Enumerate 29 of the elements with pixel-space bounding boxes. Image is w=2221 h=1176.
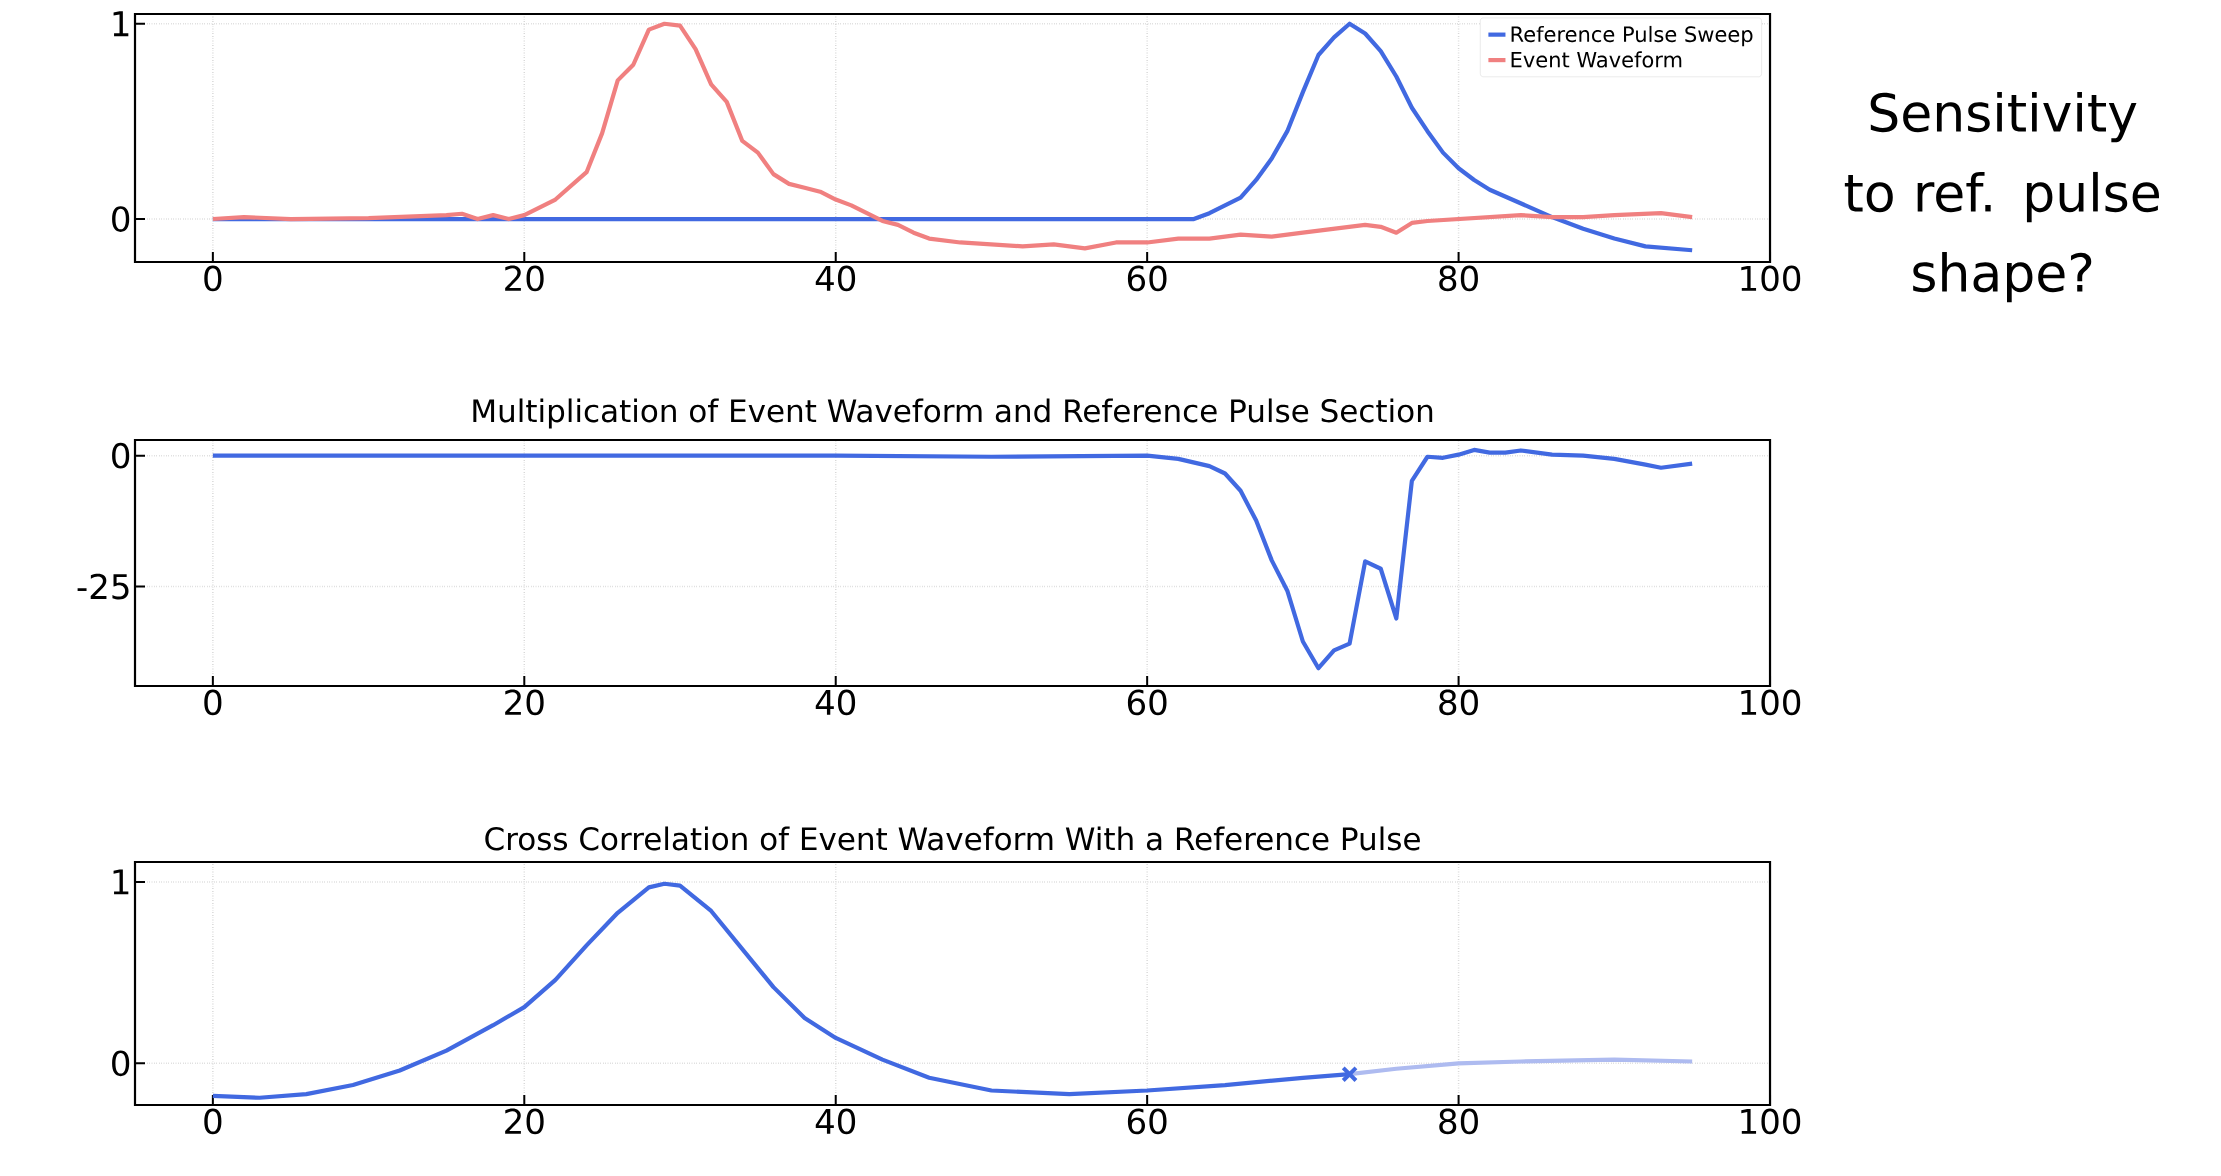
y-tick-label: 1 [113, 11, 129, 37]
x-tick-label: 20 [505, 1108, 544, 1135]
x-tick-label: 40 [815, 689, 856, 716]
x-tick-label: 20 [505, 265, 544, 292]
x-tick-label: 20 [505, 689, 544, 716]
y-tick-label: 0 [112, 442, 130, 469]
x-tick-label: 0 [204, 1108, 222, 1135]
text: Sensitivity to ref. pulse shape? [1844, 91, 2159, 303]
x-tick-label: 40 [815, 1108, 856, 1135]
x-tick-label: 100 [1741, 1108, 1801, 1135]
y-tick-label: 1 [113, 869, 129, 895]
x-tick-label: 60 [1127, 1108, 1167, 1135]
legend-label: Event Waveform [1511, 51, 1682, 68]
chart-title: Cross Correlation of Event Waveform With a Reference Pulse [485, 826, 1420, 851]
x-tick-label: 100 [1741, 265, 1801, 292]
y-tick-label: -25 [77, 573, 129, 600]
x-tick-label: 0 [204, 689, 222, 716]
x-tick-label: 40 [815, 265, 856, 292]
legend-label: Reference Pulse Sweep [1511, 25, 1753, 47]
y-tick-label: 0 [112, 206, 130, 232]
x-tick-label: 100 [1741, 689, 1801, 716]
x-tick-label: 80 [1439, 689, 1478, 716]
x-tick-label: 80 [1439, 1108, 1478, 1135]
x-tick-label: 60 [1127, 265, 1167, 292]
chart-title: Multiplication of Event Waveform and Reference Pulse Section [473, 398, 1433, 429]
x-tick-label: 0 [204, 265, 222, 292]
x-tick-label: 80 [1439, 265, 1478, 292]
x-tick-label: 60 [1127, 689, 1167, 716]
y-tick-label: 0 [112, 1050, 130, 1077]
